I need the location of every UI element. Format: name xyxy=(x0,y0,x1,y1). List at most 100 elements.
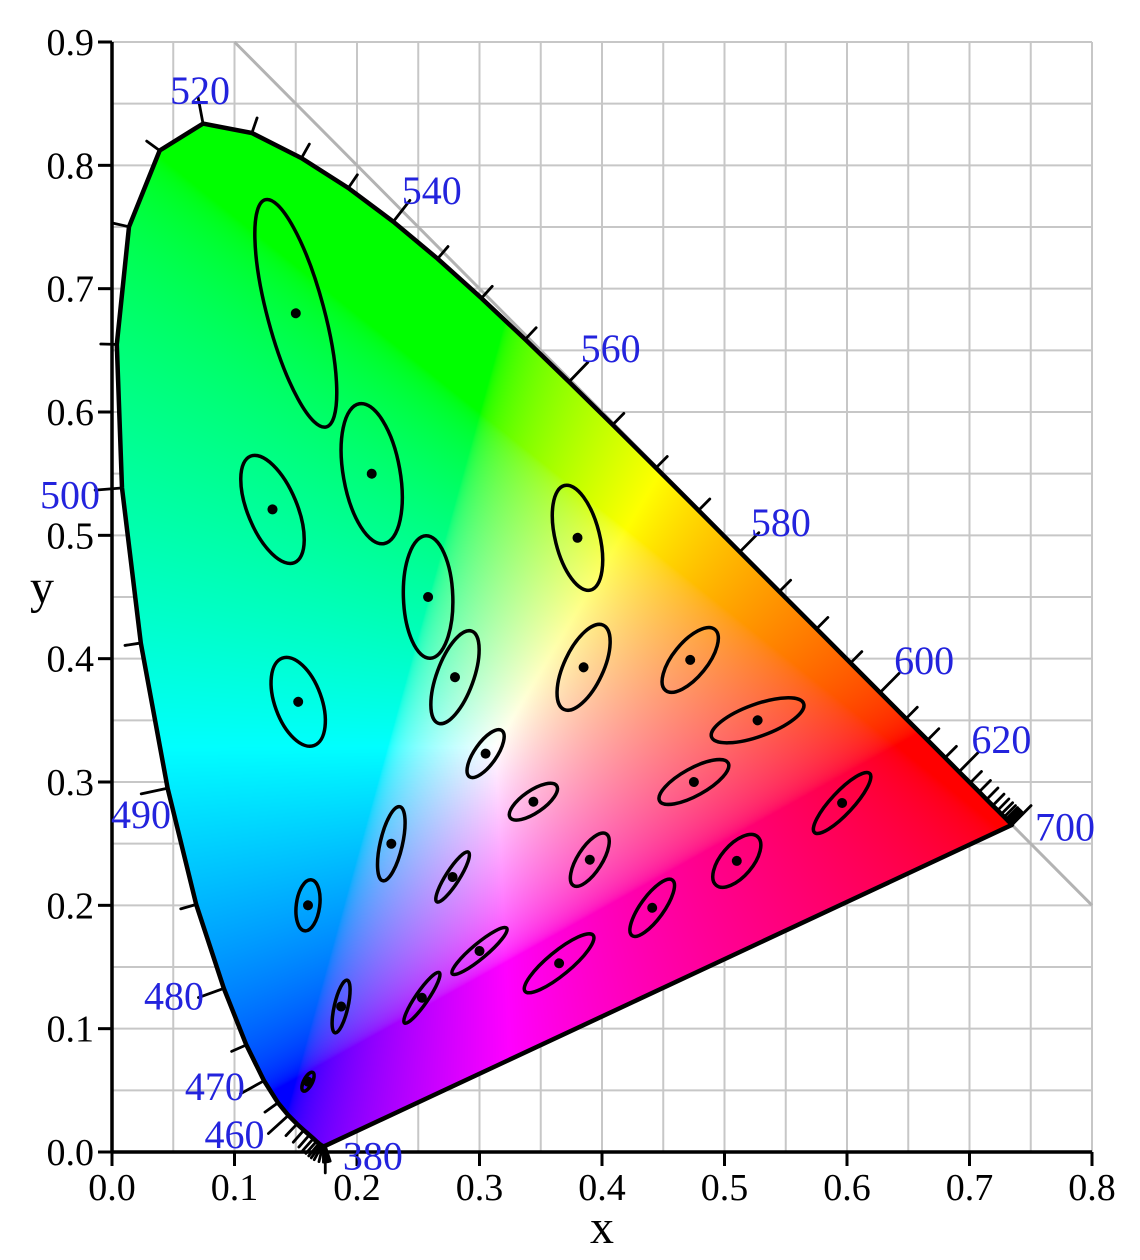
macadam-ellipse-18 xyxy=(711,832,763,890)
wavelength-label-380nm: 380 xyxy=(343,1134,403,1179)
macadam-ellipse-group-19 xyxy=(811,770,873,836)
wavelength-tick-575nm xyxy=(698,497,712,511)
macadam-ellipse-group-25 xyxy=(522,932,596,995)
wavelength-tick-580nm xyxy=(739,531,761,552)
wavelength-tick-515nm xyxy=(145,139,160,151)
macadam-ellipse-8 xyxy=(269,655,328,748)
ellipse-center-dot-19 xyxy=(837,798,848,808)
wavelength-label-490nm: 490 xyxy=(111,792,171,837)
wavelength-tick-655nm xyxy=(1004,804,1017,817)
wavelength-tick-525nm xyxy=(251,116,259,133)
macadam-ellipse-group-10 xyxy=(550,483,605,593)
ellipse-center-dot-20 xyxy=(528,796,539,807)
wavelength-tick-485nm xyxy=(179,903,196,911)
wavelength-tick-420nm xyxy=(312,1146,323,1162)
macadam-ellipse-24 xyxy=(450,925,509,977)
ellipse-center-dot-2 xyxy=(336,1001,347,1012)
macadam-ellipse-group-5 xyxy=(239,453,306,566)
ellipse-center-dot-5 xyxy=(267,504,278,515)
macadam-ellipse-group-16 xyxy=(709,696,806,745)
y-tick-label: 0.4 xyxy=(47,639,95,681)
wavelength-tick-440nm xyxy=(301,1138,314,1152)
y-tick-label: 0.9 xyxy=(47,22,95,64)
ellipse-center-dot-9 xyxy=(450,672,460,683)
macadam-ellipse-group-23 xyxy=(434,850,472,904)
wavelength-tick-620nm xyxy=(959,751,980,772)
x-tick-label: 0.3 xyxy=(456,1167,504,1209)
wavelength-tick-490nm xyxy=(139,787,168,796)
macadam-ellipse-16 xyxy=(709,696,806,745)
wavelength-tick-600nm xyxy=(880,671,901,693)
wavelength-tick-545nm xyxy=(437,245,450,259)
wavelength-tick-565nm xyxy=(612,411,626,425)
ellipse-center-dot-17 xyxy=(688,777,699,787)
macadam-ellipse-group-3 xyxy=(402,970,442,1026)
macadam-ellipse-group-24 xyxy=(450,925,509,977)
wavelength-tick-415nm xyxy=(317,1146,324,1164)
macadam-ellipse-group-14 xyxy=(555,622,612,713)
macadam-ellipse-group-9 xyxy=(429,628,481,726)
x-tick-label: 0.8 xyxy=(1068,1167,1116,1209)
y-tick-label: 0.8 xyxy=(47,145,95,187)
ellipse-center-dot-7 xyxy=(423,592,434,602)
ellipse-center-dot-23 xyxy=(447,872,458,882)
y-tick-label: 0.3 xyxy=(47,762,95,804)
x-tick-label: 0.7 xyxy=(946,1167,994,1209)
macadam-ellipse-group-21 xyxy=(568,831,611,889)
wavelength-label-460nm: 460 xyxy=(205,1112,265,1157)
macadam-ellipse-15 xyxy=(660,625,721,695)
wavelength-tick-590nm xyxy=(816,616,830,629)
wavelength-tick-495nm xyxy=(123,641,141,647)
spectral-locus-outline xyxy=(114,121,1015,1149)
x-tick-label: 0.2 xyxy=(333,1167,381,1209)
wavelength-tick-435nm xyxy=(304,1141,317,1155)
macadam-ellipse-9 xyxy=(429,628,481,726)
x-tick-label: 0.4 xyxy=(578,1167,626,1209)
y-axis-title: y xyxy=(30,561,54,614)
macadam-ellipse-11 xyxy=(294,878,322,933)
macadam-ellipse-group-2 xyxy=(330,978,352,1035)
wavelength-tick-510nm xyxy=(112,221,129,228)
wavelength-tick-625nm xyxy=(970,770,983,783)
macadam-ellipse-25 xyxy=(522,932,596,995)
wavelength-tick-645nm xyxy=(997,797,1011,811)
ellipse-center-dot-3 xyxy=(416,992,427,1003)
y-tick-label: 0.0 xyxy=(47,1132,95,1174)
wavelength-label-540nm: 540 xyxy=(402,168,462,213)
macadam-ellipse-group-17 xyxy=(657,757,731,807)
wavelength-tick-535nm xyxy=(348,173,359,188)
macadam-ellipse-group-1 xyxy=(300,1070,316,1093)
ellipse-center-dot-12 xyxy=(386,838,397,849)
wavelength-tick-605nm xyxy=(906,705,919,719)
macadam-ellipse-3 xyxy=(402,970,442,1026)
ellipse-center-dot-1 xyxy=(303,1076,313,1087)
macadam-ellipse-7 xyxy=(401,533,455,661)
x-axis-title: x xyxy=(590,1201,614,1254)
wavelength-tick-550nm xyxy=(481,284,494,299)
macadam-ellipse-group-11 xyxy=(294,878,322,933)
macadam-ellipse-2 xyxy=(330,978,352,1035)
wavelength-tick-615nm xyxy=(945,744,958,758)
macadam-ellipse-6 xyxy=(339,401,405,546)
ellipse-center-dot-21 xyxy=(584,854,595,865)
wavelength-tick-610nm xyxy=(927,727,941,741)
ellipse-center-dot-22 xyxy=(647,902,658,913)
ellipse-center-dot-25 xyxy=(554,958,565,969)
wavelength-tick-665nm xyxy=(1007,807,1021,821)
wavelength-tick-560nm xyxy=(569,360,590,382)
wavelength-tick-500nm xyxy=(93,486,122,492)
macadam-ellipse-19 xyxy=(811,770,873,836)
wavelength-tick-425nm xyxy=(309,1145,321,1160)
x-tick-label: 0.5 xyxy=(701,1167,749,1209)
y-tick-label: 0.2 xyxy=(47,885,95,927)
y-tick-label: 0.6 xyxy=(47,392,95,434)
wavelength-label-560nm: 560 xyxy=(581,326,641,371)
macadam-ellipse-group-8 xyxy=(269,655,328,748)
ellipse-center-dot-10 xyxy=(572,532,583,543)
macadam-ellipse-4 xyxy=(253,197,339,429)
macadam-ellipse-20 xyxy=(507,781,560,822)
wavelength-label-480nm: 480 xyxy=(144,973,204,1018)
ellipse-center-dot-18 xyxy=(731,855,742,866)
wavelength-tick-700nm xyxy=(1012,804,1033,825)
